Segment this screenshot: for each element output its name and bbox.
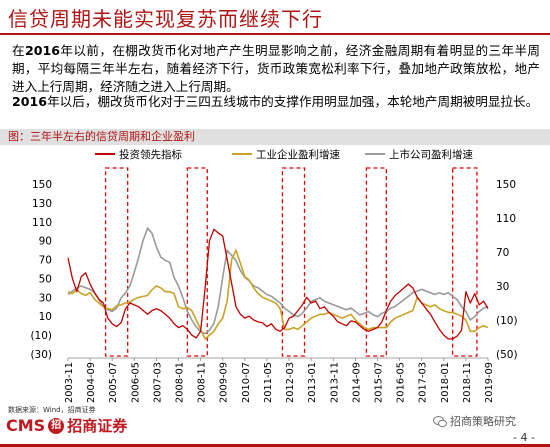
x-tick-label: 2003-11 xyxy=(64,362,75,403)
logo-cn-text: 招商证券 xyxy=(67,417,128,435)
x-tick-label: 2013-01 xyxy=(307,362,318,403)
x-tick-label: 2018-11 xyxy=(462,362,473,403)
legend-label-1: 投资领先指标 xyxy=(119,148,182,161)
paragraph2-run: 2016 xyxy=(12,94,48,109)
highlight-box-5 xyxy=(451,167,478,357)
x-tick-label: 2019-09 xyxy=(484,362,495,403)
x-tick-label: 2011-05 xyxy=(263,362,274,403)
y-left-tick-label: 10 xyxy=(39,311,52,323)
x-tick-label: 2010-07 xyxy=(241,362,252,403)
x-tick-label: 2014-09 xyxy=(351,362,362,403)
x-tick-label: 2013-11 xyxy=(329,362,340,403)
y-left-tick-label: 70 xyxy=(39,255,52,267)
x-tick-label: 2018-01 xyxy=(440,362,451,403)
series-line-2 xyxy=(67,249,489,340)
x-tick-label: 2006-05 xyxy=(130,362,141,403)
x-tick-label: 2009-09 xyxy=(219,362,230,403)
logo-cms-text: CMS xyxy=(6,416,46,435)
y-left-tick-label: 130 xyxy=(32,198,52,210)
y-right-tick-label: 110 xyxy=(496,213,516,225)
credit-cycle-chart: (30) (10) 10 30 50 70 90 110 130 150 (50) (10) 30 70 1… xyxy=(30,148,518,403)
series-line-1 xyxy=(67,228,489,340)
y-right-tick-label: (10) xyxy=(496,315,518,327)
company-logo: CMS 招招商证券 xyxy=(6,415,127,441)
y-left-tick-label: 30 xyxy=(39,292,52,304)
highlight-box-1 xyxy=(104,167,129,357)
paragraph1-run: 在 xyxy=(12,43,25,58)
x-tick-label: 2008-11 xyxy=(197,362,208,403)
x-tick-label: 2005-07 xyxy=(108,362,119,403)
wechat-account-name: 招商策略研究 xyxy=(450,415,516,428)
wechat-icon xyxy=(433,416,447,428)
title-rule xyxy=(0,33,550,35)
y-right-tick-label: 150 xyxy=(496,179,516,191)
y-left-tick-label: 150 xyxy=(32,179,52,191)
x-tick-label: 2017-03 xyxy=(418,362,429,403)
x-tick-label: 2012-03 xyxy=(285,362,296,403)
figure-title: 图：三年半左右的信贷周期和企业盈利 xyxy=(8,130,195,143)
page-number: - 4 - xyxy=(513,431,535,444)
paragraph1-run: 2016 xyxy=(24,43,61,58)
y-left-tick-label: 110 xyxy=(32,217,52,229)
paragraph-1: 在2016年以前，在棚改货币化对地产产生明显影响之前，经济金融周期有着明显的三年… xyxy=(12,42,540,96)
y-left-tick-label: (30) xyxy=(30,349,52,361)
footer-rule xyxy=(0,444,550,447)
y-right-tick-label: (50) xyxy=(496,349,518,361)
series-line-3 xyxy=(67,227,489,335)
x-tick-label: 2015-07 xyxy=(373,362,384,403)
y-left-tick-label: 90 xyxy=(39,236,52,248)
paragraph-2: 2016年以后，棚改货币化对于三四五线城市的支撑作用明显加强，本轮地产周期被明显… xyxy=(12,93,540,129)
y-left-tick-label: (10) xyxy=(30,330,52,342)
y-right-tick-label: 30 xyxy=(496,281,509,293)
figure-header-bar: 图：三年半左右的信贷周期和企业盈利 xyxy=(0,129,550,145)
legend-label-2: 工业企业盈利增速 xyxy=(256,148,340,161)
x-tick-label: 2004-09 xyxy=(86,362,97,403)
paragraph2-run: 年以后，棚改货币化对于三四五线城市的支撑作用明显加强，本轮地产周期被明显拉长。 xyxy=(47,94,539,109)
data-source: 数据来源：Wind，招商证券 xyxy=(8,406,96,414)
x-tick-label: 2007-03 xyxy=(152,362,163,403)
wechat-account[interactable]: 招商策略研究 xyxy=(433,413,516,429)
x-tick-label: 2016-05 xyxy=(396,362,407,403)
y-right-tick-label: 70 xyxy=(496,247,509,259)
page-title: 信贷周期未能实现复苏而继续下行 xyxy=(8,7,323,31)
legend-label-3: 上市公司盈利增速 xyxy=(389,148,473,161)
y-left-tick-label: 50 xyxy=(39,273,52,285)
x-tick-label: 2008-01 xyxy=(175,362,186,403)
paragraph1-run: 年以前，在棚改货币化对地产产生明显影响之前，经济金融周期有着明显的三年半周期，平… xyxy=(12,43,541,94)
highlight-box-4 xyxy=(365,167,387,357)
logo-badge-icon: 招 xyxy=(48,417,65,434)
